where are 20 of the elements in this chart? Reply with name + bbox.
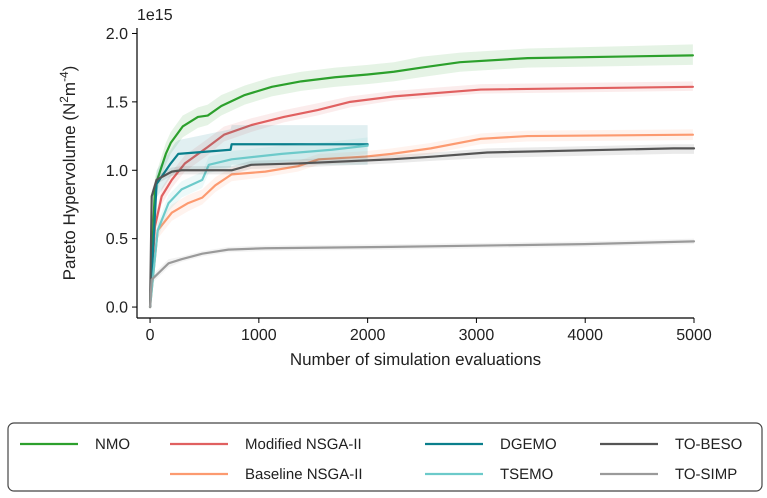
y-tick-label: 1.0 xyxy=(106,162,128,180)
x-tick-label: 5000 xyxy=(676,327,712,344)
x-tick-label: 3000 xyxy=(458,327,494,344)
text: 1e15 xyxy=(137,7,173,24)
y-tick-label: 0.5 xyxy=(106,231,128,248)
legend-label: TSEMO xyxy=(500,466,554,483)
y-tick-label: 0.0 xyxy=(106,300,128,317)
legend-label: NMO xyxy=(95,436,130,453)
legend-label: Baseline NSGA-II xyxy=(245,466,363,483)
x-tick-label: 4000 xyxy=(567,327,604,344)
y-tick-label: 2.0 xyxy=(106,26,128,43)
y-tick-label: 1.5 xyxy=(106,94,128,112)
legend-label: DGEMO xyxy=(500,436,557,453)
legend-label: Modified NSGA-II xyxy=(245,436,362,453)
x-tick-label: 1000 xyxy=(241,327,277,344)
x-axis-title: Number of simulation evaluations xyxy=(290,350,542,369)
legend-label: TO-SIMP xyxy=(675,466,738,483)
x-tick-label: 0 xyxy=(146,327,155,344)
x-tick-label: 2000 xyxy=(350,327,386,344)
legend-label: TO-BESO xyxy=(675,436,742,453)
